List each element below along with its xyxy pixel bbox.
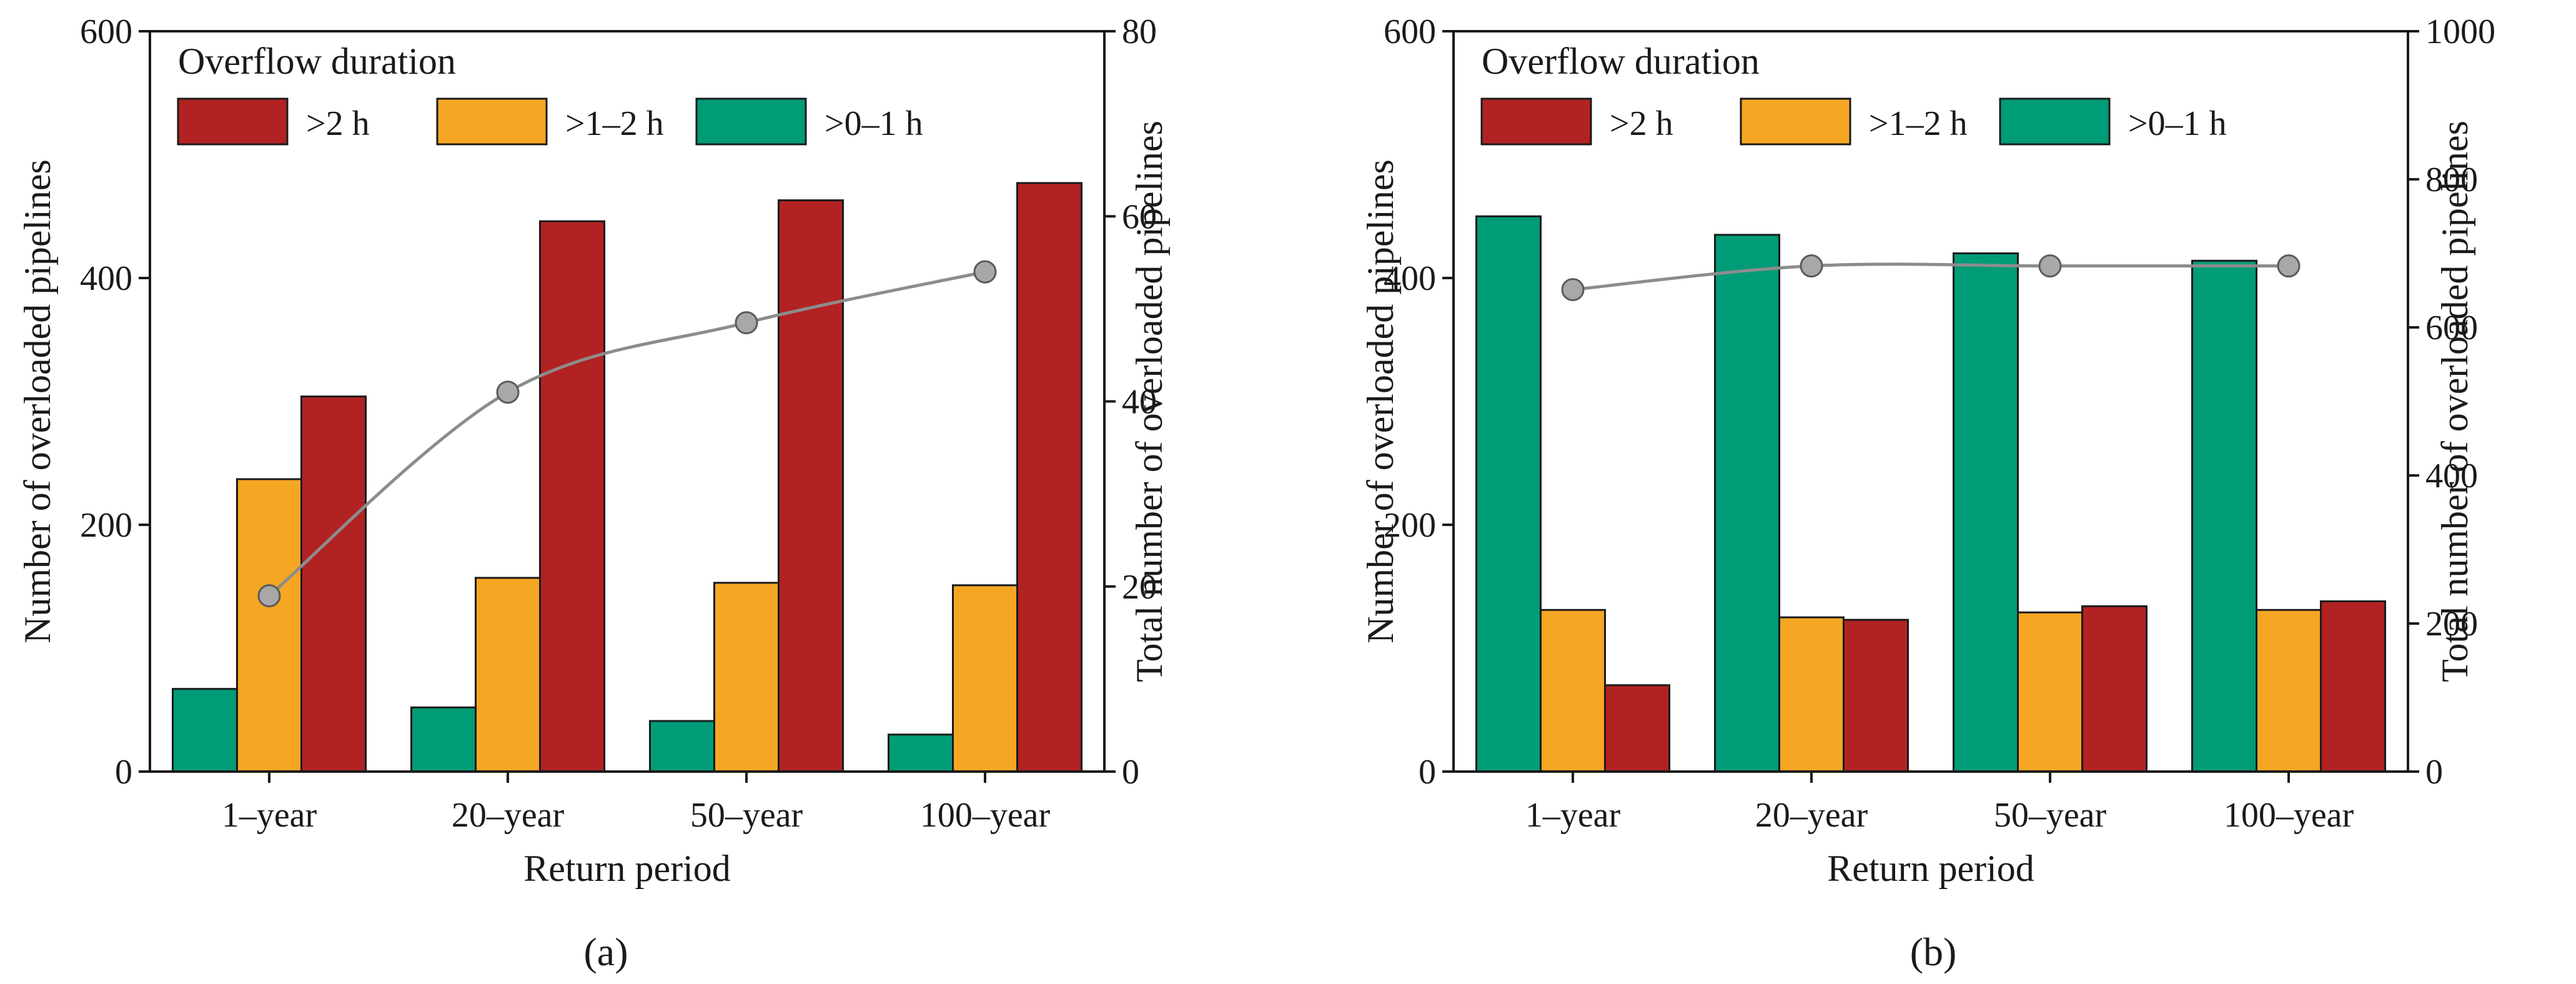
x-tick-label: 50–year bbox=[690, 796, 803, 835]
legend-title: Overflow duration bbox=[178, 41, 456, 82]
y2-tick-label: 40 bbox=[1122, 383, 1157, 422]
plot-frame bbox=[1452, 30, 2409, 773]
bar-gt2-3 bbox=[1016, 182, 1082, 773]
x-tick-label: 100–year bbox=[2224, 796, 2354, 835]
bar-gt1_2-0 bbox=[1540, 609, 1606, 773]
total-point-3 bbox=[2277, 254, 2301, 278]
bar-gt0_1-1 bbox=[410, 706, 477, 773]
bar-gt1_2-0 bbox=[236, 478, 302, 773]
bar-gt0_1-0 bbox=[172, 688, 238, 773]
x-tick-label: 100–year bbox=[920, 796, 1051, 835]
total-line bbox=[268, 270, 986, 597]
total-point-2 bbox=[2038, 254, 2062, 278]
bar-gt0_1-2 bbox=[1953, 252, 2019, 773]
bar-gt0_1-3 bbox=[2191, 259, 2257, 773]
legend-swatch-gt2 bbox=[1480, 97, 1592, 146]
legend-label-gt2: >2 h bbox=[1610, 104, 1673, 143]
bar-gt2-0 bbox=[300, 395, 367, 773]
legend-swatch-gt0_1 bbox=[1999, 97, 2111, 146]
y2-tick-label: 600 bbox=[2425, 309, 2478, 347]
legend-label-gt1_2: >1–2 h bbox=[565, 104, 664, 143]
legend-label-gt0_1: >0–1 h bbox=[2128, 104, 2227, 143]
legend-swatch-gt0_1 bbox=[695, 97, 807, 146]
x-axis-title: Return period bbox=[1827, 848, 2034, 889]
bar-gt2-2 bbox=[778, 199, 844, 773]
x-tick-label: 20–year bbox=[1755, 796, 1868, 835]
y-tick-label: 200 bbox=[80, 506, 132, 545]
legend-label-gt1_2: >1–2 h bbox=[1869, 104, 1968, 143]
x-tick-label: 20–year bbox=[452, 796, 565, 835]
y2-axis-title: Total number of overloaded pipelines bbox=[1129, 121, 1170, 682]
y-tick-label: 0 bbox=[1419, 753, 1436, 792]
x-tick-label: 50–year bbox=[1994, 796, 2107, 835]
bar-gt2-3 bbox=[2320, 600, 2386, 773]
legend-label-gt0_1: >0–1 h bbox=[825, 104, 923, 143]
y-tick-label: 200 bbox=[1384, 506, 1436, 545]
y-tick-label: 600 bbox=[80, 12, 132, 51]
y2-tick-label: 800 bbox=[2425, 161, 2478, 199]
y2-tick-label: 400 bbox=[2425, 457, 2478, 495]
y-tick-label: 400 bbox=[1384, 259, 1436, 298]
bar-gt1_2-2 bbox=[713, 582, 780, 773]
y2-tick-label: 1000 bbox=[2425, 12, 2495, 51]
bar-gt1_2-3 bbox=[2256, 609, 2322, 773]
x-tick-label: 1–year bbox=[1525, 796, 1621, 835]
chart-panel-b: 0 200 400 600 0 200 400 600 800 1000 1–year 20–year… bbox=[1360, 12, 2495, 974]
total-point-1 bbox=[1800, 254, 1823, 278]
bar-gt2-1 bbox=[1843, 619, 1909, 773]
bar-gt0_1-3 bbox=[888, 733, 954, 773]
x-tick-label: 1–year bbox=[222, 796, 317, 835]
y-tick-label: 400 bbox=[80, 259, 132, 298]
panel-label: (a) bbox=[583, 930, 628, 974]
legend-swatch-gt2 bbox=[177, 97, 289, 146]
total-point-0 bbox=[257, 584, 281, 608]
total-point-1 bbox=[496, 380, 520, 404]
y2-axis-title: Total number of overloaded pipelines bbox=[2434, 121, 2475, 682]
legend-swatch-gt1_2 bbox=[436, 97, 548, 146]
y2-tick-label: 0 bbox=[2425, 753, 2443, 792]
bar-gt2-0 bbox=[1604, 684, 1670, 773]
chart-panel-a: 0 200 400 600 0 20 40 60 80 1–year 20–year 50–year 1… bbox=[17, 12, 1170, 974]
bar-gt0_1-1 bbox=[1714, 234, 1780, 773]
y2-tick-label: 200 bbox=[2425, 605, 2478, 644]
bar-gt1_2-2 bbox=[2017, 611, 2083, 773]
bar-gt0_1-2 bbox=[649, 720, 715, 773]
x-axis-title: Return period bbox=[523, 848, 731, 889]
bar-gt0_1-0 bbox=[1475, 215, 1542, 773]
legend-swatch-gt1_2 bbox=[1740, 97, 1851, 146]
y2-tick-label: 80 bbox=[1122, 12, 1157, 51]
bar-gt1_2-1 bbox=[1778, 616, 1845, 773]
total-point-0 bbox=[1561, 278, 1585, 302]
bar-gt1_2-1 bbox=[475, 577, 541, 773]
panel-label: (b) bbox=[1910, 930, 1957, 974]
total-point-3 bbox=[973, 260, 997, 284]
total-point-2 bbox=[735, 311, 758, 335]
y-axis-title: Number of overloaded pipelines bbox=[1360, 159, 1401, 644]
y2-tick-label: 0 bbox=[1122, 753, 1139, 792]
y-tick-label: 600 bbox=[1384, 12, 1436, 51]
y2-tick-label: 60 bbox=[1122, 197, 1157, 236]
y-axis-title: Number of overloaded pipelines bbox=[17, 159, 58, 644]
y-tick-label: 0 bbox=[115, 753, 132, 792]
legend-title: Overflow duration bbox=[1482, 41, 1760, 82]
legend-label-gt2: >2 h bbox=[306, 104, 370, 143]
bar-gt2-2 bbox=[2081, 605, 2147, 773]
bar-gt1_2-3 bbox=[952, 584, 1018, 773]
total-line bbox=[1572, 262, 2289, 292]
bar-gt2-1 bbox=[539, 220, 605, 773]
y2-tick-label: 20 bbox=[1122, 568, 1157, 607]
